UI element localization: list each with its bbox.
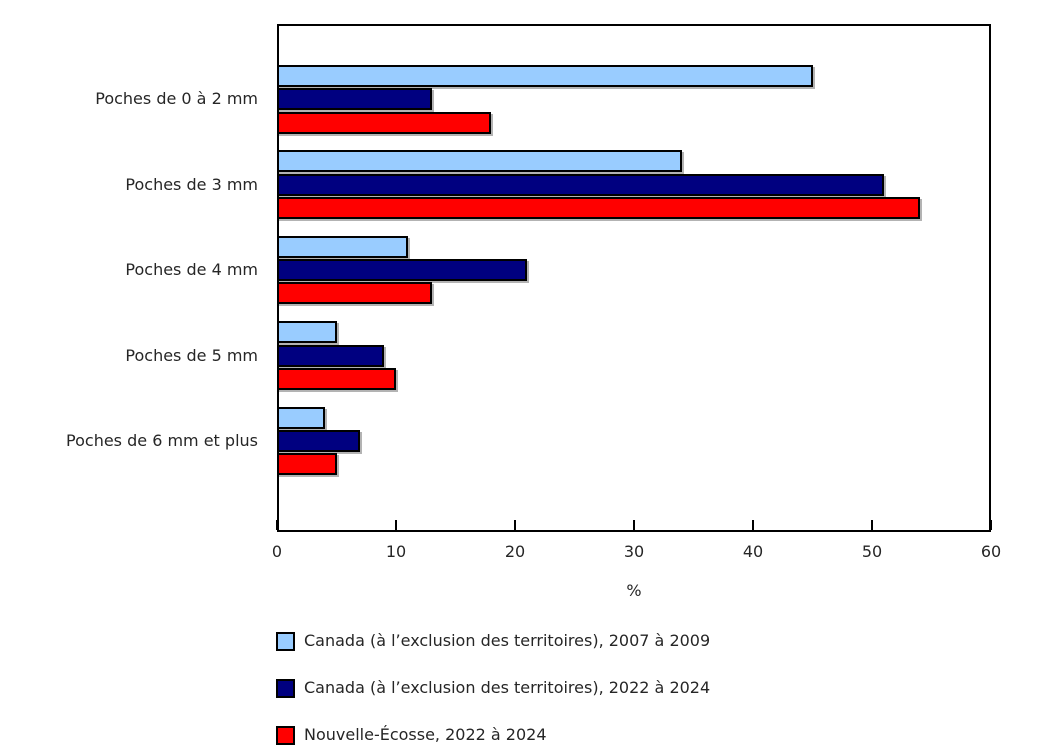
- legend-swatch: [276, 725, 295, 745]
- bar: [277, 88, 432, 111]
- legend-item: Canada (à l’exclusion des territoires), …: [276, 678, 710, 698]
- bar: [277, 173, 884, 196]
- legend-swatch: [276, 678, 295, 698]
- category-label: Poches de 4 mm: [125, 260, 258, 280]
- x-tick: [752, 520, 754, 530]
- x-tick-label: 60: [980, 542, 1002, 561]
- legend-label: Nouvelle-Écosse, 2022 à 2024: [304, 725, 547, 744]
- bar: [277, 429, 361, 452]
- bar: [277, 235, 408, 258]
- x-tick: [395, 520, 397, 530]
- bar: [277, 111, 492, 134]
- bar: [277, 321, 337, 344]
- bar: [277, 259, 527, 282]
- legend-item: Nouvelle-Écosse, 2022 à 2024: [276, 725, 547, 745]
- x-tick-label: 10: [385, 542, 407, 561]
- x-tick-label: 0: [271, 542, 283, 561]
- category-label: Poches de 5 mm: [125, 345, 258, 365]
- legend-label: Canada (à l’exclusion des territoires), …: [304, 678, 711, 697]
- bar: [277, 65, 813, 87]
- x-tick-label: 30: [623, 542, 645, 561]
- x-tick-label: 40: [742, 542, 764, 561]
- x-tick: [276, 520, 278, 530]
- bar: [277, 453, 337, 476]
- x-axis-title: %: [626, 581, 642, 600]
- x-tick-label: 50: [861, 542, 883, 561]
- bar: [277, 282, 432, 305]
- x-tick-label: 20: [504, 542, 526, 561]
- category-label: Poches de 0 à 2 mm: [95, 89, 258, 109]
- bar: [277, 367, 396, 390]
- legend-item: Canada (à l’exclusion des territoires), …: [276, 631, 710, 651]
- bar: [277, 344, 385, 367]
- bar: [277, 197, 920, 219]
- bar: [277, 150, 682, 173]
- x-tick: [633, 520, 635, 530]
- legend-swatch: [276, 631, 295, 651]
- bar: [277, 406, 325, 429]
- x-tick: [990, 520, 992, 530]
- x-tick: [514, 520, 516, 530]
- x-tick: [871, 520, 873, 530]
- category-label: Poches de 6 mm et plus: [66, 430, 258, 450]
- legend-label: Canada (à l’exclusion des territoires), …: [304, 631, 711, 650]
- category-label: Poches de 3 mm: [125, 174, 258, 194]
